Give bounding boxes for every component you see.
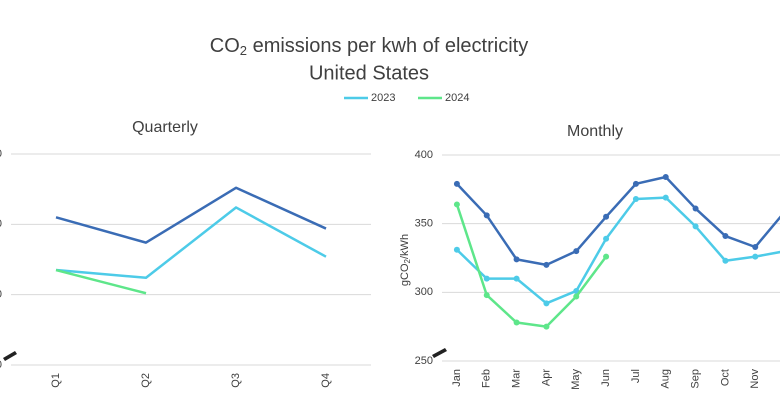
x-tick-label: Jan <box>451 369 463 387</box>
point <box>483 275 490 282</box>
point <box>752 244 759 251</box>
point <box>453 246 460 253</box>
series-line <box>55 186 327 244</box>
chart-title: CO2 emissions per kwh of electricity <box>210 35 528 58</box>
x-tick-label: Nov <box>749 369 761 389</box>
point <box>632 195 639 202</box>
series-line <box>455 204 608 328</box>
x-tick-label: Sep <box>689 369 701 389</box>
point <box>722 233 729 240</box>
axis-break <box>432 348 447 358</box>
chart-subtitle: United States <box>309 62 429 84</box>
y-axis-label: gCO2/kWh <box>399 234 412 286</box>
y-tick-label: 350 <box>0 218 2 230</box>
point <box>483 212 490 219</box>
point <box>662 194 669 201</box>
panel-title: Quarterly <box>132 119 198 136</box>
x-tick-label: Mar <box>510 369 522 388</box>
y-tick-label: 400 <box>415 149 433 161</box>
x-tick-label: Q4 <box>320 373 332 388</box>
series-line <box>55 206 327 280</box>
series-line <box>55 268 147 295</box>
point <box>483 292 490 299</box>
x-tick-label: May <box>570 369 582 390</box>
y-tick-label: 400 <box>0 148 2 160</box>
point <box>722 257 729 264</box>
point <box>692 223 699 230</box>
point <box>662 173 669 180</box>
point <box>752 253 759 260</box>
series-line <box>456 175 780 267</box>
point <box>453 180 460 187</box>
x-tick-label: Jun <box>600 369 612 387</box>
point <box>573 293 580 300</box>
point <box>513 319 520 326</box>
x-tick-label: Feb <box>481 369 493 388</box>
y-tick-label: 350 <box>415 218 433 230</box>
point <box>603 213 610 220</box>
point <box>573 248 580 255</box>
y-tick-label: 250 <box>415 355 433 367</box>
x-tick-label: Apr <box>540 369 552 386</box>
x-tick-label: Aug <box>660 369 672 389</box>
x-tick-label: Oct <box>719 369 731 386</box>
point <box>543 323 550 330</box>
point <box>543 300 550 307</box>
panel-title: Monthly <box>567 123 623 140</box>
series-line <box>456 196 780 305</box>
y-tick-label: 300 <box>415 286 433 298</box>
point <box>603 253 610 260</box>
y-tick-label: 250 <box>0 359 2 371</box>
point <box>632 180 639 187</box>
x-tick-label: Q1 <box>50 373 62 388</box>
x-tick-label: Q3 <box>230 373 242 388</box>
point <box>513 256 520 263</box>
point <box>543 261 550 268</box>
point <box>513 275 520 282</box>
point <box>453 201 460 208</box>
x-tick-label: Dec <box>779 369 780 389</box>
x-tick-label: Jul <box>630 369 642 383</box>
point <box>603 235 610 242</box>
axis-break <box>3 351 17 361</box>
point <box>692 205 699 212</box>
x-tick-label: Q2 <box>140 373 152 388</box>
y-tick-label: 300 <box>0 289 2 301</box>
legend-label: 2023 <box>371 92 395 104</box>
legend-label: 2024 <box>445 92 469 104</box>
